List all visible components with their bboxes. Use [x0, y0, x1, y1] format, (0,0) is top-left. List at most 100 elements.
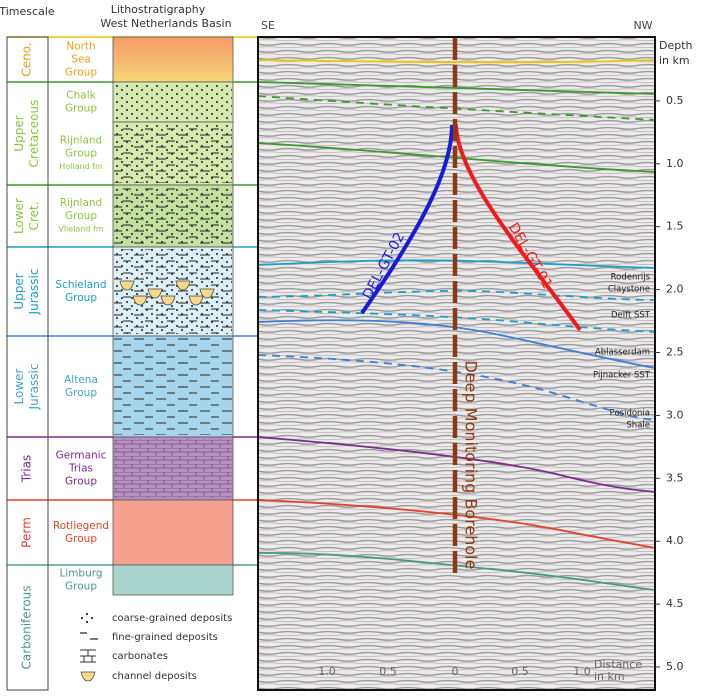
- litho-pattern: [114, 338, 232, 435]
- formation-name: Posidonia: [610, 409, 650, 419]
- axis-title: in km: [659, 54, 690, 67]
- horizon: [257, 319, 656, 369]
- group-label: Trias: [68, 463, 93, 475]
- formation-name: Rodenrijs: [611, 273, 651, 283]
- legend-label: fine-grained deposits: [112, 632, 218, 643]
- timescale-label: Perm: [20, 517, 34, 548]
- group-label: Germanic: [56, 450, 107, 462]
- horizon: [257, 436, 656, 493]
- well-path: [360, 124, 454, 315]
- group-label: Chalk: [66, 90, 96, 102]
- litho-pattern: [114, 249, 232, 334]
- horizon: [257, 59, 656, 64]
- timescale-label: Upper: [12, 115, 26, 151]
- direction-label: SE: [261, 19, 275, 32]
- group-label: Rotliegend: [53, 520, 109, 532]
- group-label: Group: [65, 103, 97, 115]
- timescale-label: Ceno.: [20, 42, 34, 76]
- well-path: [454, 124, 582, 332]
- distance-tick-label: 1.0: [573, 665, 591, 678]
- header-label: Timescale: [0, 5, 55, 18]
- distance-tick-label: 1.0: [318, 665, 336, 678]
- depth-tick-label: 3.0: [666, 408, 684, 421]
- timescale-label: Lower: [12, 368, 26, 404]
- axis-title: in km: [594, 670, 625, 683]
- depth-tick-label: 0.5: [666, 94, 684, 107]
- group-label: Rijnland: [60, 197, 102, 209]
- group-label: Rijnland: [60, 135, 102, 147]
- channel-icon: [132, 295, 148, 306]
- litho-pattern: [114, 439, 232, 498]
- distance-tick-label: 0.5: [379, 665, 397, 678]
- legend-icon: [80, 612, 96, 624]
- formation-name: Shale: [626, 421, 650, 431]
- timescale-label: Jurassic: [27, 269, 41, 316]
- timescale-label: Cret.: [27, 202, 41, 231]
- group-label: Group: [65, 67, 97, 79]
- legend-icon: [80, 631, 98, 643]
- group-label: Group: [65, 581, 97, 593]
- channel-icon: [175, 280, 191, 291]
- depth-tick-label: 1.0: [666, 157, 684, 170]
- horizon: [257, 309, 656, 333]
- timescale-label: Jurassic: [27, 364, 41, 411]
- litho-pattern: [114, 124, 232, 183]
- group-label: Group: [65, 533, 97, 545]
- depth-tick-label: 2.0: [666, 283, 684, 296]
- timescale-label: Carboniferous: [20, 585, 34, 669]
- header-label: West Netherlands Basin: [100, 17, 231, 30]
- group-label: Schieland: [55, 279, 106, 291]
- litho-box: [112, 499, 234, 566]
- horizon: [257, 259, 656, 269]
- legend-icon: [80, 649, 96, 663]
- group-label: Sea: [71, 54, 91, 66]
- channel-icon: [199, 288, 215, 299]
- group-label: Group: [65, 148, 97, 160]
- channel-icon: [160, 295, 176, 306]
- legend-label: coarse-grained deposits: [112, 613, 232, 624]
- seismic-section: SE NW Depth in km 0.5 1.0 1.5 2.0 2.5 3.0 3.5 4.0 4.…: [257, 19, 693, 691]
- legend-icon: [80, 671, 96, 682]
- group-label: Group: [65, 210, 97, 222]
- channel-icon: [119, 280, 135, 291]
- channel-icon: [188, 295, 204, 306]
- timescale-label: Trias: [20, 455, 34, 483]
- depth-tick-label: 1.5: [666, 220, 684, 233]
- group-label: Group: [65, 292, 97, 304]
- litho-box: [112, 36, 234, 83]
- seismic-frame: [257, 36, 656, 691]
- formation-name: Ablasserdam: [595, 348, 650, 358]
- direction-label: NW: [633, 19, 652, 32]
- axis-title: Depth: [659, 39, 693, 52]
- horizon: [257, 81, 656, 95]
- distance-tick-label: 0.5: [511, 665, 529, 678]
- horizon: [257, 95, 656, 121]
- depth-tick-label: 2.5: [666, 346, 684, 359]
- group-label: Altena: [64, 374, 98, 386]
- formation-label: Holland fm: [59, 162, 103, 171]
- horizon: [257, 289, 656, 301]
- group-label: Group: [65, 476, 97, 488]
- depth-tick-label: 4.0: [666, 534, 684, 547]
- timescale-label: Lower: [12, 198, 26, 234]
- header-label: Lithostratigraphy: [111, 3, 206, 16]
- horizon: [257, 552, 656, 591]
- timescale-label: Upper: [12, 273, 26, 309]
- group-label: North: [66, 41, 95, 53]
- horizon: [257, 354, 656, 421]
- litho-box: [112, 564, 234, 596]
- timescale-label: Cretaceous: [27, 100, 41, 168]
- group-label: Group: [65, 387, 97, 399]
- legend-label: channel deposits: [112, 671, 197, 682]
- group-label: Limburg: [59, 568, 102, 580]
- horizon: [257, 499, 656, 549]
- formation-name: Delft SST: [611, 311, 651, 321]
- axis-title: Distance: [594, 658, 642, 671]
- litho-pattern: [114, 187, 232, 245]
- formation-label: Vlieland fm: [58, 225, 103, 234]
- borehole-label: Deep Monitoring Borehole: [462, 361, 481, 570]
- depth-tick-label: 3.5: [666, 471, 684, 484]
- depth-tick-label: 4.5: [666, 597, 684, 610]
